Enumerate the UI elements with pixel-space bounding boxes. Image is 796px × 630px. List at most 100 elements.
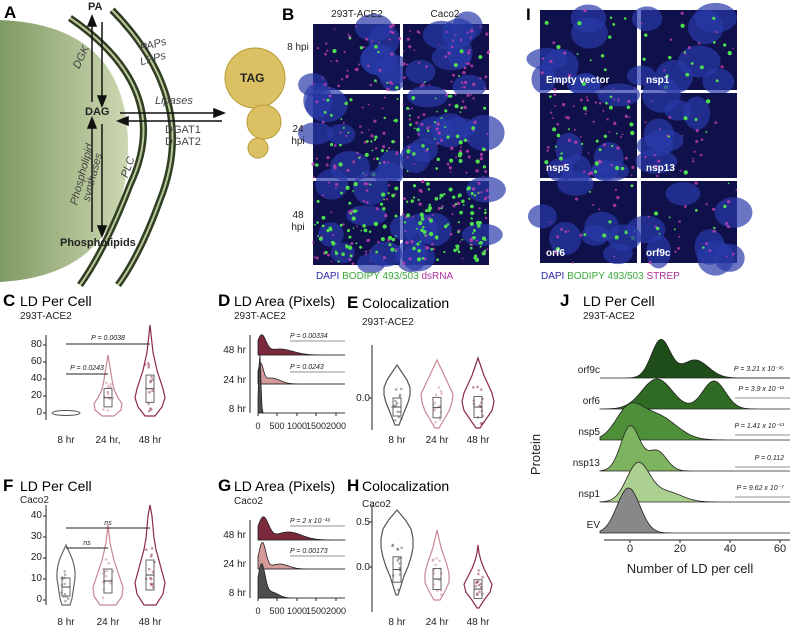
nucleus	[626, 65, 656, 86]
signal	[564, 230, 568, 233]
droplet	[699, 65, 704, 70]
p-value: P = 0.00173	[290, 548, 328, 555]
signal	[616, 195, 620, 200]
jitter-point	[391, 543, 395, 547]
signal	[726, 255, 728, 258]
signal	[678, 220, 681, 223]
droplet	[581, 142, 584, 146]
signal	[405, 240, 409, 245]
signal	[656, 174, 659, 178]
droplet	[458, 159, 463, 164]
x-tick-label: 8 hr	[388, 435, 406, 446]
nucleus	[303, 82, 333, 118]
droplet	[470, 192, 474, 195]
signal	[553, 93, 557, 97]
signal	[335, 59, 339, 63]
signal	[335, 187, 337, 189]
x-tick-label: 8 hr	[388, 617, 406, 628]
y-tick-label: nsp5	[578, 427, 600, 438]
nucleus	[665, 182, 701, 206]
jitter-point	[398, 566, 402, 570]
ridge	[599, 378, 790, 410]
micrographs	[297, 2, 753, 276]
signal	[485, 189, 489, 192]
panel-subtitle: 293T-ACE2	[234, 311, 286, 322]
droplet	[593, 170, 598, 174]
droplet	[595, 139, 599, 143]
signal	[556, 235, 560, 239]
signal	[470, 93, 472, 96]
droplet	[680, 23, 685, 28]
droplet	[434, 235, 439, 240]
droplet	[484, 211, 487, 215]
signal	[644, 121, 647, 124]
signal	[365, 201, 369, 204]
signal	[556, 122, 560, 126]
jitter-point	[433, 401, 437, 405]
panel-letter: C	[3, 291, 16, 310]
jitter-point	[151, 378, 154, 382]
droplet	[469, 246, 473, 250]
signal	[695, 128, 699, 133]
droplet	[391, 140, 395, 144]
signal	[315, 256, 319, 260]
nucleus	[677, 45, 721, 78]
signal	[328, 94, 332, 98]
droplet	[589, 190, 592, 193]
signal	[389, 24, 393, 29]
signal	[410, 240, 414, 244]
droplet	[455, 134, 460, 139]
signal	[355, 225, 358, 228]
signal	[695, 139, 699, 144]
signal	[644, 156, 647, 159]
x-tick-label: 1500	[305, 421, 327, 431]
droplet	[349, 212, 353, 215]
signal	[486, 248, 489, 251]
droplet	[421, 144, 425, 148]
signal	[617, 98, 620, 101]
signal	[362, 46, 366, 49]
droplet	[436, 110, 438, 113]
label: DGAT1	[165, 124, 201, 136]
droplet	[443, 250, 446, 254]
signal	[324, 52, 327, 56]
droplet	[484, 238, 487, 242]
jitter-point	[67, 597, 70, 600]
violin	[93, 354, 123, 417]
signal	[579, 233, 583, 237]
droplet	[727, 182, 730, 185]
signal	[731, 252, 735, 256]
droplet	[338, 162, 343, 167]
droplet	[548, 95, 552, 98]
signal	[402, 103, 404, 106]
droplet	[383, 198, 386, 201]
signal	[451, 39, 455, 42]
signal	[467, 51, 471, 55]
droplet	[371, 149, 374, 152]
droplet	[415, 227, 418, 230]
droplet	[391, 193, 395, 198]
signal	[571, 261, 574, 264]
droplet	[406, 200, 409, 203]
signal	[592, 203, 595, 206]
nucleus	[400, 142, 431, 173]
droplet	[363, 228, 368, 233]
signal	[479, 25, 482, 28]
p-value: P = 0.0243	[290, 364, 324, 371]
panel-title: Colocalization	[362, 295, 450, 311]
droplet	[352, 227, 355, 229]
droplet	[421, 257, 425, 260]
signal	[485, 32, 489, 36]
signal	[448, 166, 453, 170]
droplet	[394, 118, 398, 123]
p-value: ns	[104, 520, 112, 527]
jitter-point	[479, 422, 483, 426]
signal	[366, 182, 370, 186]
droplet	[446, 223, 450, 226]
signal	[363, 182, 368, 186]
signal	[669, 38, 673, 41]
droplet	[329, 143, 334, 147]
signal	[425, 149, 428, 153]
droplet	[615, 165, 620, 171]
signal	[549, 221, 551, 223]
